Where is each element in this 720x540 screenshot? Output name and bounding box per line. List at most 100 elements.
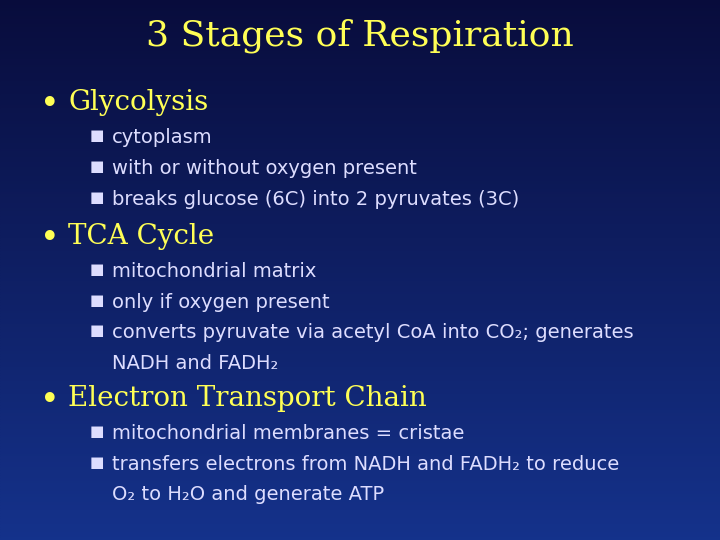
Bar — [0, 259, 720, 262]
Bar — [0, 40, 720, 43]
Bar — [0, 400, 720, 402]
Bar — [0, 89, 720, 92]
Bar — [0, 194, 720, 197]
Text: ■: ■ — [90, 323, 104, 339]
Bar — [0, 424, 720, 427]
Text: •: • — [40, 89, 59, 121]
Bar — [0, 59, 720, 62]
Bar — [0, 383, 720, 386]
Text: only if oxygen present: only if oxygen present — [112, 293, 329, 312]
Bar — [0, 467, 720, 470]
Bar — [0, 246, 720, 248]
Bar — [0, 524, 720, 526]
Text: Electron Transport Chain: Electron Transport Chain — [68, 385, 427, 412]
Bar — [0, 27, 720, 30]
Bar — [0, 451, 720, 454]
Bar — [0, 505, 720, 508]
Bar — [0, 359, 720, 362]
Bar — [0, 497, 720, 500]
Bar — [0, 202, 720, 205]
Bar — [0, 238, 720, 240]
Bar — [0, 270, 720, 273]
Bar — [0, 324, 720, 327]
Bar — [0, 73, 720, 76]
Bar — [0, 483, 720, 486]
Bar — [0, 221, 720, 224]
Bar — [0, 189, 720, 192]
Bar — [0, 532, 720, 535]
Bar — [0, 408, 720, 410]
Bar — [0, 3, 720, 5]
Bar — [0, 43, 720, 46]
Bar — [0, 143, 720, 146]
Bar — [0, 251, 720, 254]
Bar — [0, 254, 720, 256]
Bar — [0, 8, 720, 11]
Text: with or without oxygen present: with or without oxygen present — [112, 159, 416, 178]
Bar — [0, 132, 720, 135]
Bar — [0, 332, 720, 335]
Text: ■: ■ — [90, 159, 104, 174]
Bar — [0, 386, 720, 389]
Bar — [0, 321, 720, 324]
Bar — [0, 127, 720, 130]
Bar — [0, 356, 720, 359]
Bar — [0, 459, 720, 462]
Bar — [0, 167, 720, 170]
Bar — [0, 94, 720, 97]
Bar — [0, 464, 720, 467]
Bar — [0, 494, 720, 497]
Bar — [0, 165, 720, 167]
Bar — [0, 327, 720, 329]
Bar — [0, 248, 720, 251]
Bar — [0, 86, 720, 89]
Bar — [0, 319, 720, 321]
Bar — [0, 535, 720, 537]
Bar — [0, 440, 720, 443]
Bar — [0, 0, 720, 3]
Bar — [0, 481, 720, 483]
Bar — [0, 289, 720, 292]
Bar — [0, 100, 720, 103]
Bar — [0, 46, 720, 49]
Bar — [0, 32, 720, 35]
Bar — [0, 130, 720, 132]
Bar — [0, 213, 720, 216]
Bar — [0, 338, 720, 340]
Bar — [0, 373, 720, 375]
Bar — [0, 305, 720, 308]
Bar — [0, 65, 720, 68]
Bar — [0, 443, 720, 445]
Bar — [0, 76, 720, 78]
Bar — [0, 267, 720, 270]
Bar — [0, 402, 720, 405]
Bar — [0, 486, 720, 489]
Text: converts pyruvate via acetyl CoA into CO₂; generates: converts pyruvate via acetyl CoA into CO… — [112, 323, 633, 342]
Bar — [0, 340, 720, 343]
Bar — [0, 375, 720, 378]
Bar — [0, 230, 720, 232]
Text: transfers electrons from NADH and FADH₂ to reduce: transfers electrons from NADH and FADH₂ … — [112, 455, 619, 474]
Bar — [0, 35, 720, 38]
Bar — [0, 256, 720, 259]
Bar — [0, 275, 720, 278]
Bar — [0, 22, 720, 24]
Bar — [0, 208, 720, 211]
Bar — [0, 200, 720, 202]
Bar — [0, 14, 720, 16]
Bar — [0, 205, 720, 208]
Bar — [0, 362, 720, 364]
Bar — [0, 92, 720, 94]
Bar — [0, 510, 720, 513]
Bar — [0, 529, 720, 532]
Bar — [0, 292, 720, 294]
Bar — [0, 54, 720, 57]
Bar — [0, 11, 720, 14]
Bar — [0, 57, 720, 59]
Bar — [0, 184, 720, 186]
Bar — [0, 240, 720, 243]
Bar — [0, 475, 720, 478]
Bar — [0, 472, 720, 475]
Bar — [0, 224, 720, 227]
Bar — [0, 151, 720, 154]
